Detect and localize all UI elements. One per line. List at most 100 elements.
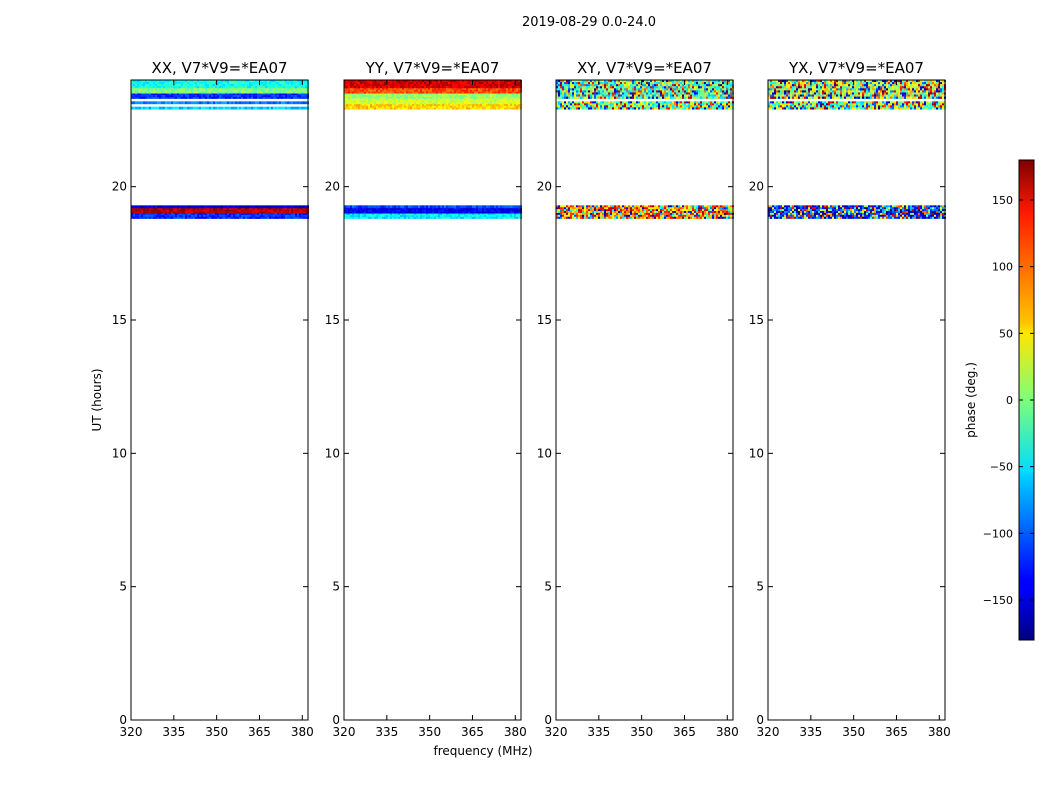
- heatmap-cell: [239, 209, 241, 212]
- heatmap-cell: [514, 98, 516, 101]
- heatmap-cell: [586, 103, 588, 106]
- heatmap-cell: [602, 209, 604, 212]
- heatmap-cell: [209, 88, 211, 90]
- heatmap-cell: [692, 107, 694, 110]
- heatmap-cell: [157, 95, 159, 98]
- heatmap-cell: [289, 205, 291, 209]
- heatmap-cell: [608, 103, 610, 106]
- heatmap-cell: [299, 215, 301, 218]
- heatmap-cell: [472, 84, 474, 87]
- heatmap-cell: [235, 95, 237, 98]
- heatmap-cell: [366, 102, 368, 105]
- heatmap-cell: [368, 88, 370, 90]
- heatmap-cell: [133, 84, 135, 87]
- heatmap-cell: [231, 213, 233, 216]
- heatmap-cell: [508, 205, 510, 209]
- heatmap-cell: [624, 101, 626, 104]
- heatmap-cell: [360, 82, 362, 85]
- heatmap-cell: [574, 101, 576, 104]
- heatmap-cell: [344, 98, 346, 101]
- heatmap-cell: [502, 104, 504, 106]
- heatmap-cell: [241, 88, 243, 90]
- heatmap-cell: [388, 211, 390, 214]
- heatmap-cell: [229, 82, 231, 85]
- heatmap-cell: [404, 105, 406, 108]
- heatmap-cell: [364, 216, 366, 219]
- heatmap-cell: [155, 215, 157, 218]
- heatmap-cell: [362, 205, 364, 209]
- heatmap-cell: [378, 213, 380, 216]
- heatmap-cell: [137, 209, 139, 212]
- heatmap-cell: [217, 96, 219, 99]
- heatmap-cell: [500, 213, 502, 216]
- heatmap-cell: [233, 91, 235, 94]
- heatmap-cell: [167, 82, 169, 85]
- heatmap-cell: [348, 93, 350, 96]
- heatmap-cell: [654, 209, 656, 212]
- heatmap-cell: [406, 215, 408, 218]
- heatmap-cell: [484, 84, 486, 87]
- heatmap-cell: [271, 84, 273, 87]
- heatmap-cell: [650, 82, 652, 85]
- heatmap-cell: [596, 205, 598, 208]
- heatmap-cell: [211, 213, 213, 216]
- heatmap-cell: [171, 215, 173, 218]
- heatmap-cell: [426, 88, 428, 90]
- heatmap-cell: [195, 209, 197, 212]
- heatmap-cell: [354, 102, 356, 105]
- heatmap-cell: [215, 209, 217, 212]
- heatmap-cell: [710, 209, 712, 212]
- heatmap-cell: [402, 82, 404, 85]
- heatmap-cell: [656, 105, 658, 108]
- heatmap-cell: [133, 89, 135, 92]
- heatmap-cell: [428, 80, 430, 83]
- heatmap-cell: [235, 96, 237, 99]
- heatmap-cell: [458, 95, 460, 98]
- heatmap-cell: [692, 207, 694, 210]
- heatmap-cell: [486, 216, 488, 219]
- heatmap-cell: [452, 209, 454, 212]
- heatmap-cell: [402, 96, 404, 99]
- heatmap-cell: [692, 209, 694, 212]
- heatmap-cell: [582, 84, 584, 87]
- heatmap-cell: [271, 95, 273, 98]
- heatmap-cell: [376, 211, 378, 214]
- heatmap-cell: [634, 103, 636, 106]
- heatmap-cell: [297, 106, 299, 110]
- heatmap-cell: [145, 208, 147, 210]
- heatmap-cell: [137, 86, 139, 89]
- heatmap-cell: [177, 95, 179, 98]
- heatmap-cell: [271, 89, 273, 92]
- heatmap-cell: [486, 100, 488, 103]
- heatmap-cell: [636, 101, 638, 104]
- heatmap-cell: [472, 209, 474, 212]
- heatmap-cell: [229, 84, 231, 87]
- heatmap-cell: [344, 104, 346, 106]
- heatmap-cell: [506, 98, 508, 101]
- heatmap-cell: [251, 209, 253, 212]
- heatmap-cell: [344, 209, 346, 212]
- heatmap-cell: [518, 213, 520, 216]
- heatmap-cell: [722, 103, 724, 106]
- heatmap-cell: [706, 216, 708, 219]
- heatmap-cell: [259, 211, 261, 214]
- heatmap-cell: [372, 86, 374, 89]
- heatmap-cell: [448, 91, 450, 94]
- heatmap-cell: [155, 80, 157, 83]
- heatmap-cell: [688, 107, 690, 110]
- heatmap-cell: [518, 215, 520, 218]
- heatmap-cell: [386, 102, 388, 105]
- heatmap-cell: [257, 209, 259, 212]
- heatmap-cell: [420, 80, 422, 83]
- heatmap-cell: [464, 93, 466, 96]
- heatmap-cell: [213, 86, 215, 89]
- heatmap-cell: [386, 205, 388, 209]
- heatmap-cell: [642, 216, 644, 219]
- heatmap-cell: [215, 96, 217, 99]
- heatmap-cell: [662, 107, 664, 110]
- heatmap-cell: [277, 106, 279, 110]
- heatmap-cell: [370, 104, 372, 106]
- heatmap-cell: [404, 89, 406, 92]
- heatmap-cell: [518, 89, 520, 92]
